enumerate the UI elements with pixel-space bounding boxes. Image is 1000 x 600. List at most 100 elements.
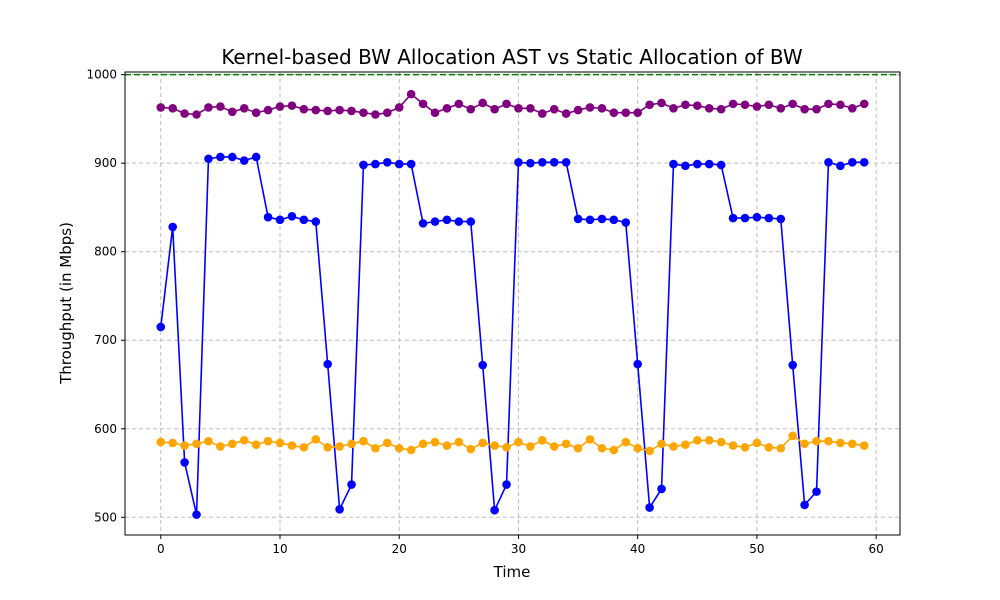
data-point — [800, 104, 809, 114]
data-point — [490, 441, 499, 450]
data-point — [657, 484, 666, 494]
data-point — [371, 159, 380, 169]
data-point — [788, 99, 797, 109]
data-point — [502, 99, 511, 109]
data-point — [383, 108, 392, 118]
x-tick-label: 20 — [392, 542, 407, 556]
x-tick-label: 40 — [630, 542, 645, 556]
data-point — [359, 108, 368, 118]
data-point — [442, 215, 452, 225]
data-point — [275, 215, 285, 225]
chart-title: Kernel-based BW Allocation AST vs Static… — [221, 45, 803, 69]
data-point — [168, 103, 177, 113]
data-point — [812, 104, 821, 114]
data-point — [406, 445, 416, 455]
data-point — [740, 443, 750, 452]
data-point — [740, 100, 750, 110]
plot-frame — [124, 71, 901, 536]
data-point — [335, 442, 344, 451]
data-point — [263, 105, 273, 115]
data-point — [442, 441, 452, 450]
data-point — [228, 439, 237, 449]
data-point — [406, 159, 416, 169]
data-point — [359, 436, 368, 446]
data-point — [609, 108, 619, 118]
data-point — [836, 100, 845, 110]
data-point — [800, 500, 809, 510]
data-point — [311, 217, 321, 226]
data-point — [180, 458, 189, 467]
series-1 — [156, 89, 869, 119]
data-point — [824, 99, 833, 109]
data-point — [585, 103, 595, 112]
data-point — [394, 159, 404, 169]
data-point — [251, 440, 261, 450]
data-point — [442, 103, 452, 113]
data-point — [347, 480, 356, 489]
data-point — [621, 108, 631, 118]
data-point — [728, 441, 738, 450]
data-point — [323, 359, 332, 369]
data-point — [454, 437, 464, 447]
data-point — [466, 444, 476, 454]
data-point — [538, 435, 547, 445]
data-point — [394, 443, 404, 453]
data-point — [323, 443, 332, 452]
data-point — [812, 436, 821, 446]
data-point — [490, 505, 499, 515]
data-point — [192, 439, 201, 449]
data-point — [549, 104, 559, 114]
x-axis-ticks: 0 10 20 30 40 50 60 — [157, 535, 884, 556]
x-axis-label: Time — [493, 563, 531, 581]
data-point — [168, 222, 177, 232]
data-point — [168, 438, 177, 448]
x-tick-label: 60 — [869, 542, 884, 556]
data-point — [681, 100, 690, 110]
series-3 — [156, 431, 869, 456]
data-point — [418, 219, 428, 228]
data-point — [788, 431, 797, 441]
y-axis-label: Throughput (in Mbps) — [57, 222, 75, 385]
data-point — [561, 439, 571, 449]
data-point — [251, 108, 261, 118]
data-point — [514, 437, 523, 447]
data-point — [394, 103, 404, 112]
data-point — [716, 104, 726, 114]
data-point — [776, 214, 786, 224]
data-point — [478, 98, 487, 108]
data-point — [693, 101, 702, 110]
data-point — [478, 360, 487, 370]
data-point — [848, 157, 857, 167]
data-point — [192, 510, 201, 519]
data-point — [836, 161, 845, 171]
data-point — [216, 152, 225, 162]
data-point — [406, 89, 416, 99]
data-point — [204, 103, 213, 112]
data-point — [180, 109, 189, 118]
data-point — [788, 360, 797, 370]
y-tick-label: 600 — [94, 422, 117, 436]
data-point — [466, 104, 476, 114]
data-point — [585, 435, 595, 444]
data-point — [156, 437, 166, 447]
data-point — [824, 157, 833, 167]
x-tick-label: 30 — [511, 542, 526, 556]
data-point — [645, 446, 654, 456]
data-point — [704, 159, 714, 169]
data-point — [287, 212, 297, 221]
data-point — [776, 103, 786, 113]
data-point — [490, 104, 499, 114]
data-point — [633, 443, 642, 453]
data-point — [561, 109, 571, 118]
data-point — [836, 438, 845, 448]
data-point — [716, 160, 726, 170]
data-point — [359, 160, 368, 170]
data-point — [275, 438, 285, 448]
data-point — [752, 102, 762, 111]
data-point — [526, 103, 535, 113]
data-point — [263, 436, 273, 446]
data-point — [645, 503, 654, 512]
